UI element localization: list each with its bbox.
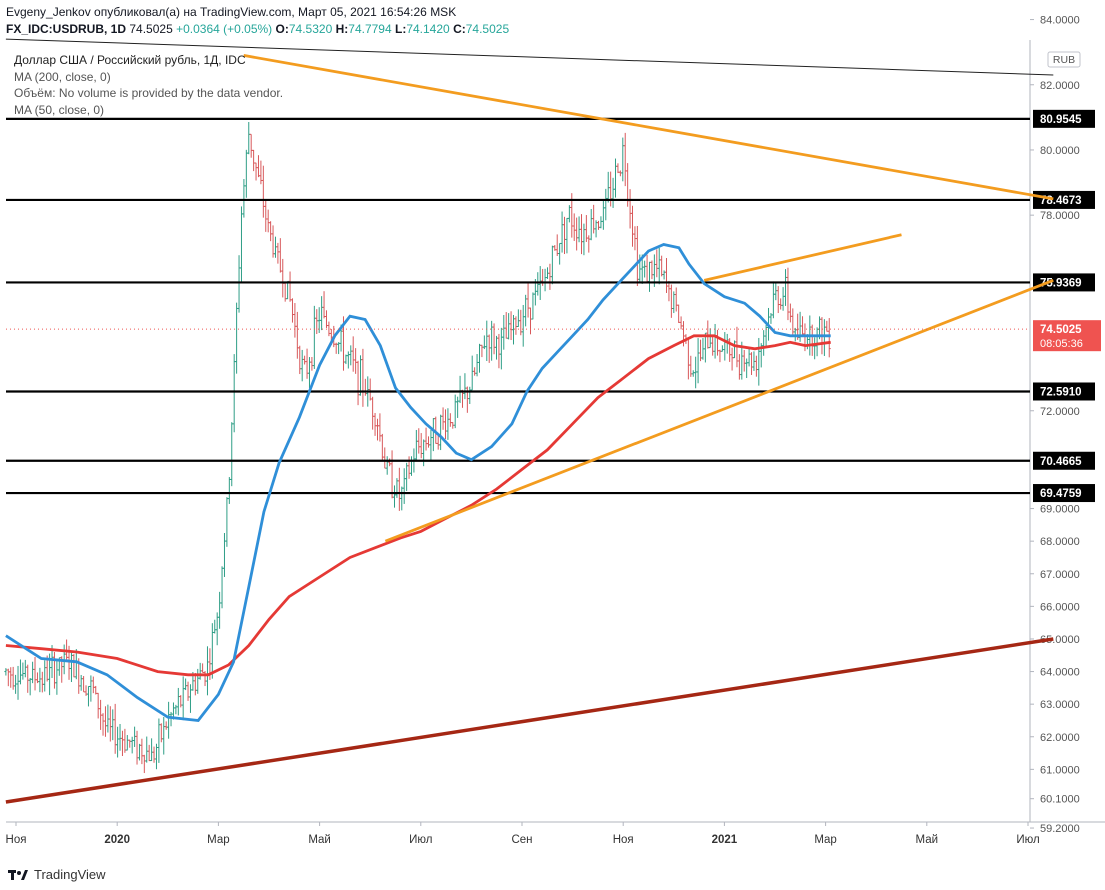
price-tick-label: 65.0000	[1040, 634, 1080, 646]
brand-name: TradingView	[34, 867, 106, 882]
time-tick-label: 2021	[712, 834, 738, 846]
legend-title: Доллар США / Российский рубль, 1Д, IDC	[14, 53, 246, 67]
last-price-box	[1033, 320, 1101, 352]
low-value: 74.1420	[406, 22, 450, 36]
price-tick-label: 80.0000	[1040, 145, 1080, 157]
open-value: 74.5320	[288, 22, 333, 36]
legend-volume[interactable]: Объём: No volume is provided by the data…	[14, 86, 284, 100]
trendline-darkred	[5, 637, 1054, 804]
level-label-box	[1033, 484, 1095, 503]
currency-frame	[1047, 51, 1081, 68]
time-tick-label: Июл	[409, 834, 432, 846]
tradingview-logo-icon	[8, 869, 28, 880]
time-tick-label: Май	[308, 834, 331, 846]
level-label: 70.4665	[1040, 456, 1082, 468]
level-label: 80.9545	[1040, 114, 1082, 126]
price-tick-label: 69.0000	[1040, 504, 1080, 516]
publish-info: Evgeny_Jenkov опубликовал(а) на TradingV…	[6, 5, 457, 19]
close-value: 74.5025	[465, 22, 510, 36]
legend-ma50[interactable]: MA (50, close, 0)	[14, 102, 105, 117]
time-tick-label: Мар	[814, 834, 837, 846]
time-tick-label: 2020	[104, 834, 130, 846]
price-tick-label: 72.0000	[1040, 406, 1080, 418]
ohlc-line: FX_IDC:USDRUB, 1D 74.5025 +0.0364 (+0.05…	[6, 22, 510, 36]
time-tick-label: Сен	[511, 834, 532, 846]
currency-label: RUB	[1053, 54, 1075, 66]
price-tick-label: 61.0000	[1040, 764, 1080, 776]
price-tick-label: 67.0000	[1040, 569, 1080, 581]
last-price-label: 74.5025	[1040, 324, 1082, 336]
publish-header: Evgeny_Jenkov опубликовал(а) на TradingV…	[6, 4, 509, 38]
symbol-label: FX_IDC:USDRUB, 1D	[6, 22, 127, 36]
ma50-line	[5, 243, 831, 722]
time-tick-label: Май	[916, 834, 939, 846]
high-value: 74.7794	[348, 22, 392, 36]
countdown-label: 08:05:36	[1040, 338, 1083, 350]
tradingview-footer[interactable]: TradingView	[8, 867, 106, 882]
trendline-orange	[384, 279, 1054, 543]
price-tick-label: 62.0000	[1040, 732, 1080, 744]
price-tick-label: 60.1000	[1040, 794, 1080, 806]
price-tick-label: 68.0000	[1040, 536, 1080, 548]
level-label-box	[1033, 382, 1095, 401]
price-tick-label: 59.2000	[1040, 823, 1080, 835]
chart-legend: Доллар США / Российский рубль, 1Д, IDC M…	[14, 52, 283, 118]
time-tick-label: Ноя	[6, 834, 27, 846]
price-tick-label: 66.0000	[1040, 601, 1080, 613]
trendline-orange	[243, 54, 1054, 201]
time-tick-label: Мар	[207, 834, 230, 846]
level-label-box	[1033, 190, 1095, 209]
trendline-orange	[703, 233, 902, 282]
price-tick-label: 63.0000	[1040, 699, 1080, 711]
price-change: +0.0364 (+0.05%)	[176, 22, 273, 36]
last-price: 74.5025	[129, 22, 173, 36]
level-label-box	[1033, 109, 1095, 128]
level-label-box	[1033, 451, 1095, 470]
level-label: 72.5910	[1040, 386, 1082, 398]
legend-ma200[interactable]: MA (200, close, 0)	[14, 69, 111, 84]
price-tick-label: 64.0000	[1040, 667, 1080, 679]
price-tick-label: 82.0000	[1040, 80, 1080, 92]
trendline-black	[5, 38, 1054, 76]
currency-box: RUB	[1047, 51, 1081, 68]
level-label: 69.4759	[1040, 488, 1082, 500]
price-tick-label: 78.0000	[1040, 210, 1080, 222]
time-tick-label: Ноя	[613, 834, 634, 846]
level-label-box	[1033, 273, 1095, 292]
time-tick-label: Июл	[1016, 834, 1039, 846]
price-tick-label: 84.0000	[1040, 15, 1080, 27]
plot-area	[6, 40, 1030, 822]
